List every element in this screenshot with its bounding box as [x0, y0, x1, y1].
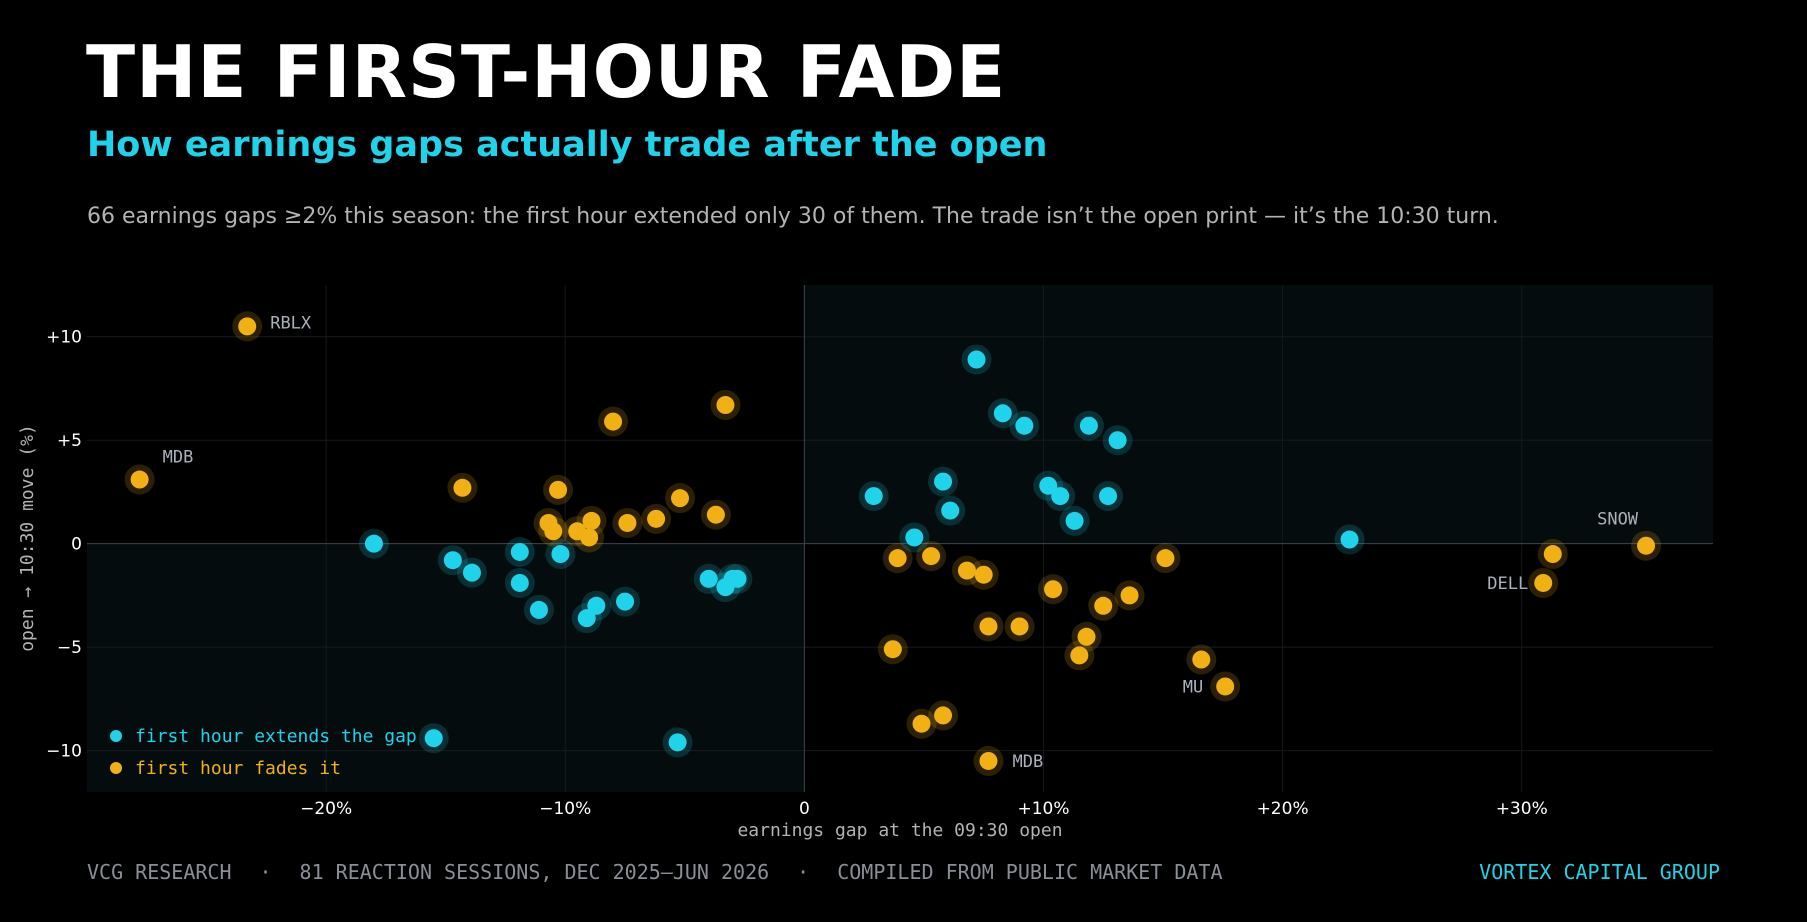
- x-tick-label: −10%: [539, 799, 591, 819]
- data-point: [888, 549, 907, 568]
- data-point: [1156, 549, 1175, 568]
- data-point: [1637, 536, 1656, 555]
- data-point: [510, 573, 529, 592]
- data-point: [979, 751, 998, 770]
- y-tick-label: +5: [57, 431, 82, 451]
- data-point: [1543, 545, 1562, 564]
- footer-separator: ·: [259, 860, 272, 884]
- annotation-label: MDB: [1012, 752, 1043, 772]
- chart-title: THE FIRST-HOUR FADE: [86, 30, 1007, 114]
- footer-credits: VCG RESEARCH · 81 REACTION SESSIONS, DEC 2…: [87, 860, 1223, 884]
- data-point: [699, 569, 718, 588]
- data-point: [957, 561, 976, 580]
- data-point: [238, 317, 257, 336]
- data-point: [967, 350, 986, 369]
- data-point: [1015, 416, 1034, 435]
- data-point: [1065, 511, 1084, 530]
- data-point: [706, 505, 725, 524]
- data-point: [728, 569, 747, 588]
- legend-label: first hour fades it: [135, 758, 341, 779]
- annotation-label: RBLX: [270, 313, 312, 333]
- footer-brand: VORTEX CAPITAL GROUP: [1479, 860, 1720, 884]
- data-point: [993, 404, 1012, 423]
- data-point: [1094, 596, 1113, 615]
- data-point: [1534, 573, 1553, 592]
- data-point: [443, 551, 462, 570]
- legend-marker: [110, 762, 122, 774]
- x-tick-label: +30%: [1496, 799, 1548, 819]
- data-point: [668, 733, 687, 752]
- data-point: [1340, 530, 1359, 549]
- y-tick-label: 0: [71, 535, 82, 555]
- legend-marker: [110, 730, 122, 742]
- annotation-label: DELL: [1487, 574, 1528, 594]
- data-point: [462, 563, 481, 582]
- data-point: [1077, 627, 1096, 646]
- data-point: [671, 489, 690, 508]
- data-point: [618, 513, 637, 532]
- data-point: [1099, 487, 1118, 506]
- footer-separator: ·: [797, 860, 810, 884]
- annotation-label: MU: [1183, 677, 1203, 697]
- footer-source: VCG RESEARCH: [87, 860, 232, 884]
- data-point: [905, 528, 924, 547]
- x-tick-label: −20%: [300, 799, 352, 819]
- data-point: [941, 501, 960, 520]
- data-point: [934, 706, 953, 725]
- data-point: [979, 617, 998, 636]
- data-point: [1051, 487, 1070, 506]
- data-point: [582, 511, 601, 530]
- data-point: [912, 714, 931, 733]
- data-point: [364, 534, 383, 553]
- data-point: [1039, 476, 1058, 495]
- data-point: [544, 522, 563, 541]
- data-point: [510, 542, 529, 561]
- y-tick-label: +10: [46, 328, 82, 348]
- data-point: [587, 596, 606, 615]
- chart-description: 66 earnings gaps ≥2% this season: the fi…: [87, 204, 1499, 229]
- data-point: [551, 545, 570, 564]
- data-point: [130, 470, 149, 489]
- data-point: [1070, 646, 1089, 665]
- series-fades: [124, 311, 1662, 776]
- data-point: [424, 729, 443, 748]
- y-tick-label: −10: [46, 742, 82, 762]
- series-extends: [358, 344, 1365, 758]
- data-point: [1108, 431, 1127, 450]
- data-point: [1010, 617, 1029, 636]
- data-point: [864, 487, 883, 506]
- data-point: [1216, 677, 1235, 696]
- data-point: [1192, 650, 1211, 669]
- footer-sessions: 81 REACTION SESSIONS, DEC 2025–JUN 2026: [299, 860, 770, 884]
- data-point: [1079, 416, 1098, 435]
- data-point: [1120, 586, 1139, 605]
- x-tick-label: +20%: [1257, 799, 1309, 819]
- data-point: [716, 396, 735, 415]
- data-point: [922, 547, 941, 566]
- x-axis-label: earnings gap at the 09:30 open: [737, 820, 1062, 841]
- data-point: [529, 600, 548, 619]
- chart-subtitle: How earnings gaps actually trade after t…: [87, 125, 1048, 165]
- data-point: [974, 565, 993, 584]
- x-tick-label: 0: [799, 799, 810, 819]
- footer-compiled: COMPILED FROM PUBLIC MARKET DATA: [837, 860, 1223, 884]
- data-point: [934, 472, 953, 491]
- legend-label: first hour extends the gap: [135, 726, 417, 747]
- quadrant-upper-right: [804, 285, 1713, 544]
- data-point: [1044, 580, 1063, 599]
- data-point: [604, 412, 623, 431]
- data-point: [883, 640, 902, 659]
- data-point: [577, 609, 596, 628]
- x-tick-label: +10%: [1017, 799, 1069, 819]
- data-point: [647, 509, 666, 528]
- data-point: [580, 528, 599, 547]
- data-point: [549, 480, 568, 499]
- data-point: [453, 478, 472, 497]
- annotation-label: MDB: [163, 448, 194, 468]
- y-tick-label: −5: [57, 638, 82, 658]
- data-point: [616, 592, 635, 611]
- y-axis-label: open → 10:30 move (%): [17, 424, 38, 652]
- annotation-label: SNOW: [1597, 510, 1639, 530]
